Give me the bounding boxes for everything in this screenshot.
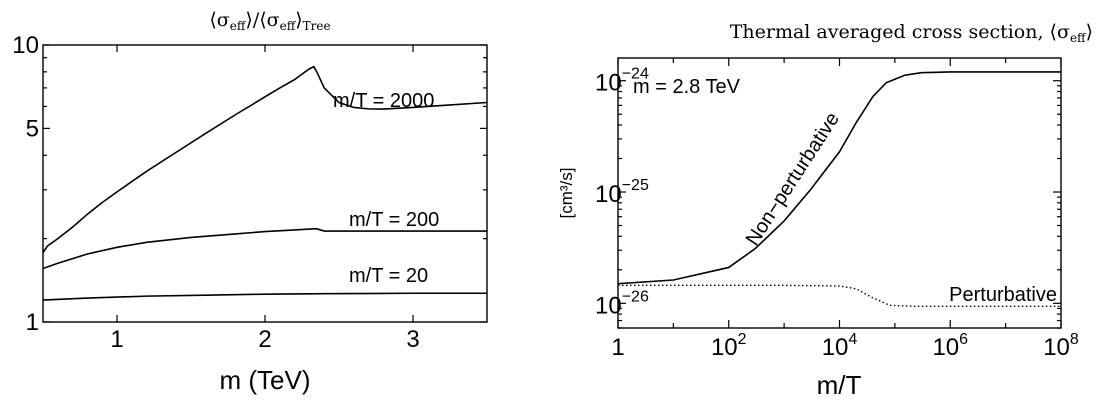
right-y-tick-label: 10−25 [595, 177, 649, 208]
right-x-tick-label: 106 [932, 331, 968, 361]
left-y-tick-label: 10 [12, 32, 39, 59]
left-chart: ⟨σeff⟩/⟨σeff⟩Tree 1 2 3 1 5 10 m (TeV) m/T = … [12, 9, 488, 395]
right-y-tick-label: 10−26 [595, 288, 649, 319]
right-x-tick-label: 108 [1043, 331, 1079, 361]
right-x-tick-label: 1 [611, 334, 624, 361]
left-tick-labels: 1 2 3 1 5 10 [12, 32, 419, 353]
right-series-label-nonperturbative: Non−perturbative [742, 109, 844, 250]
left-y-tick-label: 1 [26, 309, 39, 336]
left-series-label-20: m/T = 20 [349, 265, 428, 287]
right-series-perturbative [618, 284, 1061, 307]
right-y-axis-label: [cm³/s] [557, 168, 576, 219]
left-x-axis-label: m (TeV) [220, 365, 311, 395]
left-curves [42, 65, 488, 301]
left-ticks [43, 44, 487, 323]
right-x-axis-label: m/T [817, 370, 862, 400]
right-y-tick-label: 10−24 [595, 66, 649, 97]
right-curves [617, 71, 1061, 307]
left-y-tick-label: 5 [26, 115, 39, 142]
right-x-tick-label: 104 [822, 331, 858, 361]
left-series-20 [42, 292, 487, 301]
left-x-tick-label: 3 [406, 326, 419, 353]
right-mass-annotation: m = 2.8 TeV [633, 76, 741, 98]
left-series-label-200: m/T = 200 [349, 209, 439, 231]
left-x-tick-label: 2 [258, 326, 271, 353]
left-chart-title: ⟨σeff⟩/⟨σeff⟩Tree [209, 9, 330, 33]
right-ticks [617, 58, 1062, 329]
right-series-nonperturbative [617, 71, 1061, 285]
left-series-200 [42, 228, 487, 270]
right-chart: Thermal averaged cross section, ⟨σeff⟩ 1… [557, 21, 1093, 400]
right-tick-labels: 1 102 104 106 108 10−26 10−25 10−24 [595, 66, 1079, 361]
left-x-tick-label: 1 [110, 326, 123, 353]
right-x-tick-label: 102 [711, 331, 747, 361]
left-series-2000 [42, 65, 488, 254]
right-chart-title: Thermal averaged cross section, ⟨σeff⟩ [730, 21, 1093, 45]
left-series-label-2000: m/T = 2000 [333, 90, 434, 112]
right-series-label-perturbative: Perturbative [949, 284, 1057, 306]
